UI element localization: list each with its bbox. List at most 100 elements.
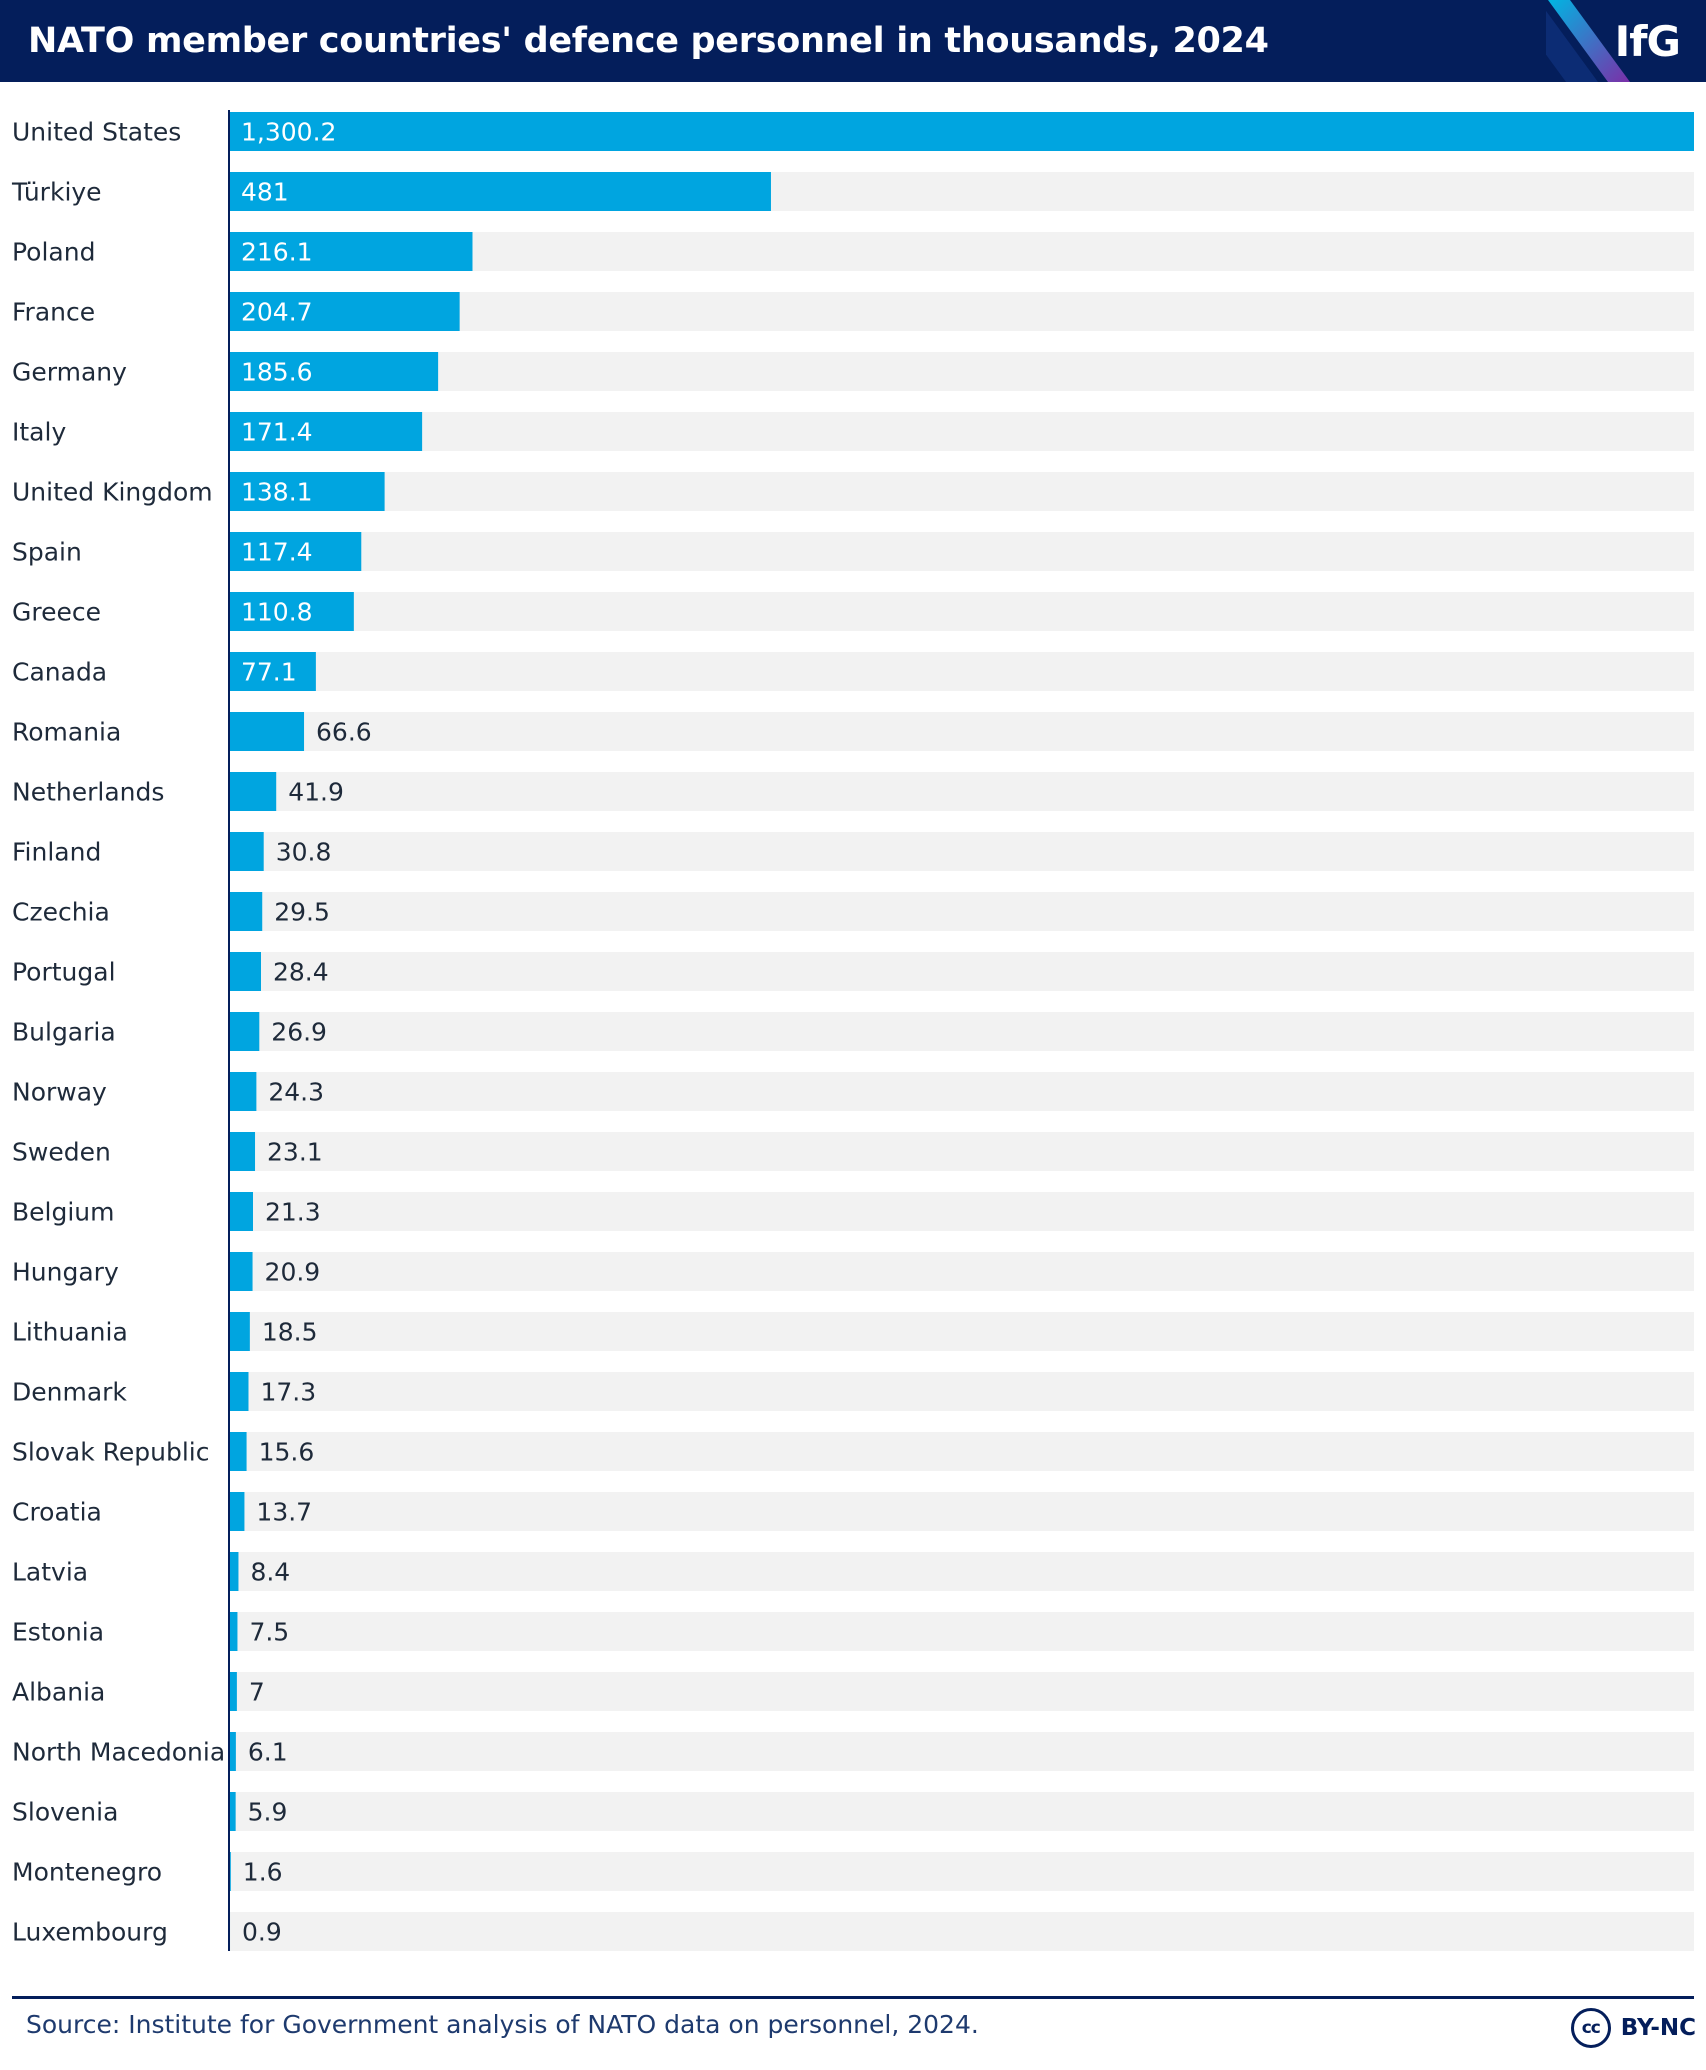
value-label: 216.1 <box>241 238 313 267</box>
bar-row: Slovak Republic 15.6 <box>12 1432 1694 1471</box>
bar-row: Czechia 29.5 <box>12 892 1694 931</box>
bar <box>229 232 473 271</box>
bar-track <box>229 352 1694 391</box>
bar-row: Spain 117.4 <box>12 532 1694 571</box>
bar-track <box>229 532 1694 571</box>
bar-row: United Kingdom 138.1 <box>12 472 1694 511</box>
bar <box>229 1492 245 1531</box>
category-label: Albania <box>12 1678 105 1707</box>
bar-row: Sweden 23.1 <box>12 1132 1694 1171</box>
bar-row: Greece 110.8 <box>12 592 1694 631</box>
bar-track <box>229 1012 1694 1051</box>
bar <box>229 1732 236 1771</box>
bar <box>229 1252 253 1291</box>
bar-track <box>229 1072 1694 1111</box>
bar <box>229 892 263 931</box>
value-label: 7 <box>249 1678 265 1707</box>
bar <box>229 592 354 631</box>
bar-row: Romania 66.6 <box>12 712 1694 751</box>
bar-row: Türkiye 481 <box>11 172 1694 211</box>
bar <box>229 1432 247 1471</box>
value-label: 30.8 <box>276 838 332 867</box>
source-note: Source: Institute for Government analysi… <box>26 2010 979 2039</box>
category-label: Norway <box>12 1078 107 1107</box>
chart-title: NATO member countries' defence personnel… <box>28 21 1269 61</box>
bar-track <box>229 1252 1694 1291</box>
category-label: Sweden <box>12 1138 111 1167</box>
category-label: Czechia <box>12 898 110 927</box>
value-label: 1.6 <box>243 1858 283 1887</box>
value-label: 21.3 <box>265 1198 321 1227</box>
value-label: 138.1 <box>241 478 313 507</box>
value-label: 29.5 <box>274 898 330 927</box>
category-label: North Macedonia <box>12 1738 225 1767</box>
category-label: Türkiye <box>11 178 102 207</box>
value-label: 17.3 <box>260 1378 316 1407</box>
bar-row: Netherlands 41.9 <box>12 772 1694 811</box>
bar-track <box>229 652 1694 691</box>
value-label: 24.3 <box>268 1078 324 1107</box>
footer-rule <box>12 1996 1694 1999</box>
category-label: Lithuania <box>12 1318 128 1347</box>
category-label: France <box>12 298 95 327</box>
bar-row: Finland 30.8 <box>12 832 1694 871</box>
bar-track <box>229 1732 1694 1771</box>
bar <box>229 1132 256 1171</box>
bar-row: Lithuania 18.5 <box>12 1312 1694 1351</box>
bar-row: Portugal 28.4 <box>12 952 1694 991</box>
bar-track <box>229 1432 1694 1471</box>
category-label: Luxembourg <box>12 1918 168 1947</box>
bar-track <box>229 592 1694 631</box>
category-label: Poland <box>12 238 95 267</box>
category-label: Italy <box>12 418 66 447</box>
bar-track <box>229 1852 1694 1891</box>
bar-row: Norway 24.3 <box>12 1072 1694 1111</box>
category-label: Slovenia <box>12 1798 118 1827</box>
bar <box>229 1792 236 1831</box>
value-label: 8.4 <box>250 1558 290 1587</box>
ifg-logo: IfG <box>1614 17 1681 66</box>
value-label: 77.1 <box>241 658 297 687</box>
bar <box>229 352 439 391</box>
bar <box>229 1012 260 1051</box>
bar-track <box>229 772 1694 811</box>
bar-track <box>229 1552 1694 1591</box>
bar-chart: United States 1,300.2 Türkiye 481 Poland 216.… <box>11 110 1694 1951</box>
bar-row: Slovenia 5.9 <box>12 1792 1694 1831</box>
bar <box>229 952 261 991</box>
category-label: Netherlands <box>12 778 164 807</box>
category-label: Finland <box>12 838 101 867</box>
bar-track <box>229 232 1694 271</box>
bar <box>229 532 362 571</box>
value-label: 26.9 <box>271 1018 327 1047</box>
bar-track <box>229 952 1694 991</box>
bar <box>229 772 277 811</box>
category-label: Germany <box>12 358 127 387</box>
bar-track <box>229 1792 1694 1831</box>
category-label: Hungary <box>12 1258 119 1287</box>
bar-row: Bulgaria 26.9 <box>12 1012 1694 1051</box>
bar <box>229 1552 239 1591</box>
value-label: 0.9 <box>242 1918 282 1947</box>
bar-row: Montenegro 1.6 <box>12 1852 1694 1891</box>
category-label: United States <box>12 118 181 147</box>
bar-row: Belgium 21.3 <box>12 1192 1694 1231</box>
creative-commons-icon: cc <box>1570 2008 1611 2048</box>
bar-row: Denmark 17.3 <box>12 1372 1694 1411</box>
value-label: 66.6 <box>316 718 372 747</box>
bar <box>229 112 1694 151</box>
bar-track <box>229 832 1694 871</box>
value-label: 20.9 <box>265 1258 321 1287</box>
bar <box>229 1672 237 1711</box>
license-badge: cc BY-NC <box>1570 2006 1696 2050</box>
category-label: Belgium <box>12 1198 115 1227</box>
value-label: 1,300.2 <box>241 118 336 147</box>
bar-track <box>229 1372 1694 1411</box>
value-label: 41.9 <box>288 778 344 807</box>
category-label: Denmark <box>12 1378 127 1407</box>
bar <box>229 832 264 871</box>
bar-row: Poland 216.1 <box>12 232 1694 271</box>
value-label: 6.1 <box>248 1738 288 1767</box>
category-label: Greece <box>12 598 101 627</box>
bar-track <box>229 1912 1694 1951</box>
